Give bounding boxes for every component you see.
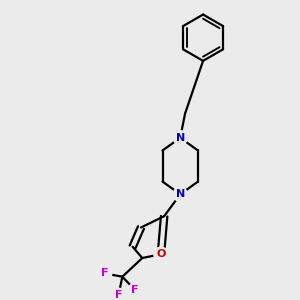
Text: O: O (156, 249, 166, 259)
Circle shape (154, 247, 168, 261)
Circle shape (173, 130, 187, 145)
Circle shape (98, 266, 112, 280)
Text: N: N (176, 189, 185, 199)
Circle shape (173, 187, 187, 201)
Text: F: F (131, 285, 139, 295)
Circle shape (128, 283, 142, 297)
Circle shape (111, 288, 126, 300)
Text: F: F (101, 268, 108, 278)
Text: N: N (176, 133, 185, 143)
Text: F: F (115, 290, 122, 300)
